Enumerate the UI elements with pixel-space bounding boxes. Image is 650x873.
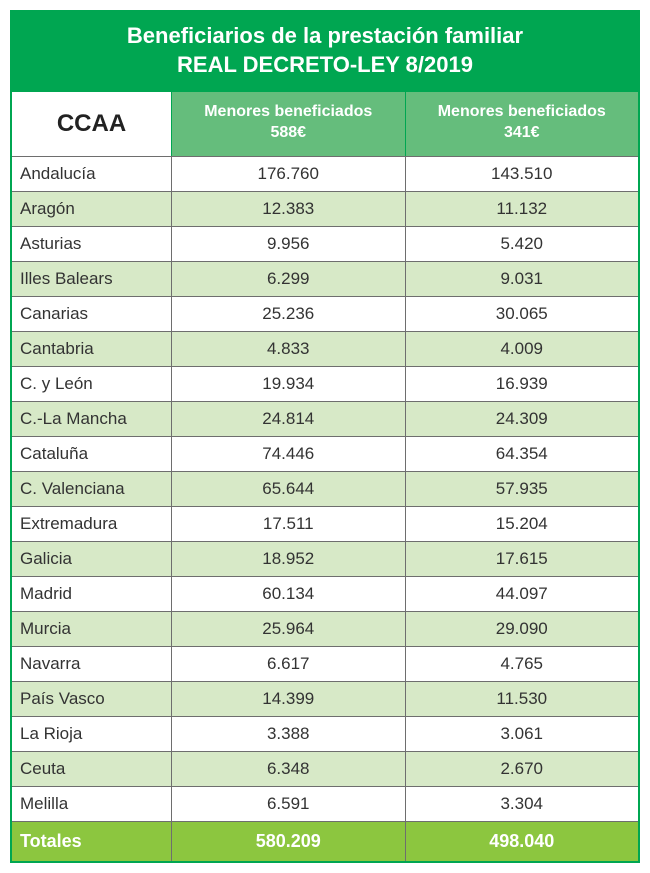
table-row: Ceuta6.3482.670: [12, 751, 638, 786]
cell-v2: 3.061: [406, 717, 639, 751]
cell-v1: 9.956: [172, 227, 406, 261]
cell-v1: 14.399: [172, 682, 406, 716]
cell-v1: 17.511: [172, 507, 406, 541]
cell-ccaa: Andalucía: [12, 157, 172, 191]
header-col-588: Menores beneficiados 588€: [172, 92, 406, 156]
cell-ccaa: Cantabria: [12, 332, 172, 366]
table-row: Asturias9.9565.420: [12, 226, 638, 261]
cell-v1: 6.591: [172, 787, 406, 821]
cell-v2: 44.097: [406, 577, 639, 611]
cell-ccaa: C.-La Mancha: [12, 402, 172, 436]
cell-v2: 64.354: [406, 437, 639, 471]
table-row: Murcia25.96429.090: [12, 611, 638, 646]
cell-v1: 6.617: [172, 647, 406, 681]
cell-v1: 65.644: [172, 472, 406, 506]
table-row: Andalucía176.760143.510: [12, 156, 638, 191]
header-col2-line1: Menores beneficiados: [438, 103, 606, 120]
cell-ccaa: Extremadura: [12, 507, 172, 541]
cell-v1: 25.964: [172, 612, 406, 646]
cell-v1: 60.134: [172, 577, 406, 611]
table-row: Cataluña74.44664.354: [12, 436, 638, 471]
cell-v1: 24.814: [172, 402, 406, 436]
table-row: Melilla6.5913.304: [12, 786, 638, 821]
cell-v1: 3.388: [172, 717, 406, 751]
table-row: C. Valenciana65.64457.935: [12, 471, 638, 506]
benefits-table: Beneficiarios de la prestación familiar …: [10, 10, 640, 863]
cell-ccaa: C. y León: [12, 367, 172, 401]
cell-ccaa: Madrid: [12, 577, 172, 611]
cell-ccaa: Murcia: [12, 612, 172, 646]
cell-v1: 74.446: [172, 437, 406, 471]
cell-ccaa: C. Valenciana: [12, 472, 172, 506]
cell-v2: 11.530: [406, 682, 639, 716]
cell-v2: 15.204: [406, 507, 639, 541]
cell-v2: 17.615: [406, 542, 639, 576]
table-row: Illes Balears6.2999.031: [12, 261, 638, 296]
cell-v1: 12.383: [172, 192, 406, 226]
header-col1-line2: 588€: [270, 124, 306, 141]
header-ccaa: CCAA: [12, 92, 172, 156]
cell-v2: 4.765: [406, 647, 639, 681]
table-row: C.-La Mancha24.81424.309: [12, 401, 638, 436]
cell-ccaa: La Rioja: [12, 717, 172, 751]
cell-ccaa: País Vasco: [12, 682, 172, 716]
cell-v1: 18.952: [172, 542, 406, 576]
cell-v2: 57.935: [406, 472, 639, 506]
cell-v2: 4.009: [406, 332, 639, 366]
cell-v2: 143.510: [406, 157, 639, 191]
table-title: Beneficiarios de la prestación familiar …: [12, 12, 638, 91]
cell-v1: 176.760: [172, 157, 406, 191]
rows-container: Andalucía176.760143.510Aragón12.38311.13…: [12, 156, 638, 821]
table-row: Galicia18.95217.615: [12, 541, 638, 576]
totals-v1: 580.209: [172, 822, 406, 861]
cell-v2: 30.065: [406, 297, 639, 331]
table-row: Canarias25.23630.065: [12, 296, 638, 331]
cell-ccaa: Aragón: [12, 192, 172, 226]
cell-v2: 2.670: [406, 752, 639, 786]
cell-ccaa: Asturias: [12, 227, 172, 261]
cell-v2: 5.420: [406, 227, 639, 261]
cell-ccaa: Navarra: [12, 647, 172, 681]
cell-v2: 29.090: [406, 612, 639, 646]
table-row: Cantabria4.8334.009: [12, 331, 638, 366]
cell-ccaa: Canarias: [12, 297, 172, 331]
header-col2-line2: 341€: [504, 124, 540, 141]
totals-label: Totales: [12, 822, 172, 861]
cell-v1: 4.833: [172, 332, 406, 366]
cell-ccaa: Ceuta: [12, 752, 172, 786]
cell-ccaa: Melilla: [12, 787, 172, 821]
table-row: La Rioja3.3883.061: [12, 716, 638, 751]
table-row: País Vasco14.39911.530: [12, 681, 638, 716]
cell-ccaa: Galicia: [12, 542, 172, 576]
cell-v2: 3.304: [406, 787, 639, 821]
table-row: Madrid60.13444.097: [12, 576, 638, 611]
cell-v2: 9.031: [406, 262, 639, 296]
cell-v1: 25.236: [172, 297, 406, 331]
title-line1: Beneficiarios de la prestación familiar: [127, 23, 523, 48]
table-row: C. y León19.93416.939: [12, 366, 638, 401]
cell-v2: 11.132: [406, 192, 639, 226]
table-row: Extremadura17.51115.204: [12, 506, 638, 541]
title-line2: REAL DECRETO-LEY 8/2019: [177, 52, 473, 77]
header-row: CCAA Menores beneficiados 588€ Menores b…: [12, 91, 638, 156]
totals-row: Totales 580.209 498.040: [12, 821, 638, 861]
header-col-341: Menores beneficiados 341€: [406, 92, 639, 156]
cell-v1: 19.934: [172, 367, 406, 401]
table-row: Navarra6.6174.765: [12, 646, 638, 681]
cell-v2: 24.309: [406, 402, 639, 436]
cell-v2: 16.939: [406, 367, 639, 401]
cell-ccaa: Illes Balears: [12, 262, 172, 296]
cell-v1: 6.348: [172, 752, 406, 786]
table-row: Aragón12.38311.132: [12, 191, 638, 226]
totals-v2: 498.040: [406, 822, 639, 861]
header-col1-line1: Menores beneficiados: [204, 103, 372, 120]
cell-v1: 6.299: [172, 262, 406, 296]
cell-ccaa: Cataluña: [12, 437, 172, 471]
